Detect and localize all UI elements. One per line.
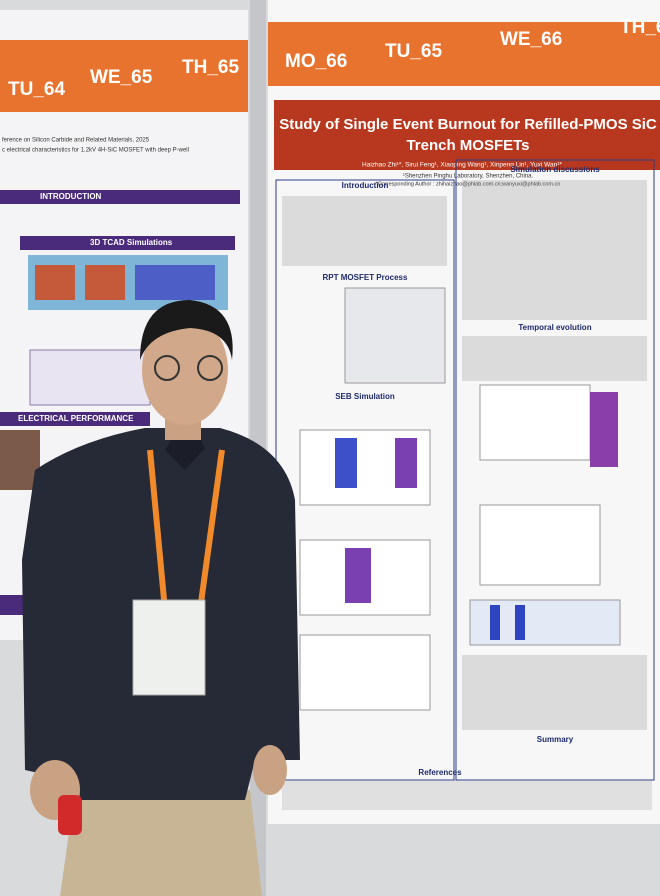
badge	[132, 599, 206, 696]
trousers	[60, 790, 262, 896]
heatmap	[490, 605, 500, 640]
title-band	[274, 100, 660, 170]
person	[22, 300, 300, 896]
phone	[58, 795, 82, 835]
authors: Haizhao Zhi¹*, Sirui Feng¹, Xiaoping Wan…	[362, 162, 562, 169]
text-block	[462, 180, 647, 320]
table	[29, 349, 151, 406]
heatmap	[590, 392, 618, 467]
right-poster: MO_66 TU_65 WE_66 TH_6 Study of Single E…	[268, 0, 660, 824]
board-label: TU_64	[8, 79, 65, 100]
device-render	[35, 265, 75, 300]
text-block	[282, 780, 652, 810]
figure	[0, 430, 40, 490]
body-text	[282, 180, 652, 810]
affiliation: ¹Shenzhen Pinghu Laboratory, Shenzhen, C…	[403, 174, 534, 180]
board-label: WE_65	[90, 67, 153, 88]
section-heading: Introduction	[342, 181, 389, 190]
section-heading: ELECTRICAL PERFORMANCE	[18, 414, 134, 423]
label-band	[268, 22, 660, 86]
corresponding-author: *Corresponding Author : zhihaizhao@phlab…	[376, 181, 561, 187]
section-bar	[20, 236, 235, 250]
column-frame	[455, 159, 655, 781]
device-render	[135, 265, 215, 300]
heatmap	[515, 605, 525, 640]
section-heading: SEB Simulation	[335, 392, 395, 401]
label-band	[0, 40, 248, 112]
section-bar	[0, 595, 30, 615]
glasses	[197, 355, 223, 381]
hand	[253, 745, 287, 795]
board-label: TH_65	[182, 57, 239, 78]
text-block	[282, 196, 447, 266]
heatmap	[395, 438, 417, 488]
heatmap	[335, 438, 357, 488]
section-heading: RPT MOSFET Process	[323, 273, 408, 282]
poster-title: Study of Single Event Burnout for Refill…	[279, 116, 657, 133]
figure	[299, 634, 431, 711]
header-line: ference on Silicon Carbide and Related M…	[2, 138, 150, 144]
device-render	[85, 265, 125, 300]
glasses	[154, 355, 180, 381]
board-label: WE_66	[500, 29, 562, 50]
process-figure	[344, 287, 446, 384]
hair	[140, 300, 233, 360]
board-label: TH_6	[620, 17, 660, 38]
section-heading: INTRODUCTION	[40, 192, 102, 201]
header-line: c electrical characteristics for 1.2kV 4…	[2, 148, 189, 154]
chart-figure	[479, 384, 591, 461]
chart-figure	[479, 504, 601, 586]
text-block	[462, 336, 647, 381]
text-block	[462, 655, 647, 730]
board-label: TU_65	[385, 41, 442, 62]
board-label: MO_66	[285, 51, 347, 72]
section-heading: 3D TCAD Simulations	[90, 238, 173, 247]
section-heading: Simulation discussions	[510, 165, 600, 174]
section-heading: Summary	[537, 735, 574, 744]
face	[142, 315, 228, 425]
section-heading: References	[418, 768, 462, 777]
poster-title: Trench MOSFETs	[406, 137, 529, 154]
heatmap	[345, 548, 371, 603]
lanyard	[147, 449, 225, 611]
section-bar	[0, 190, 240, 204]
section-heading: Temporal evolution	[518, 323, 591, 332]
section-bar	[0, 412, 150, 426]
